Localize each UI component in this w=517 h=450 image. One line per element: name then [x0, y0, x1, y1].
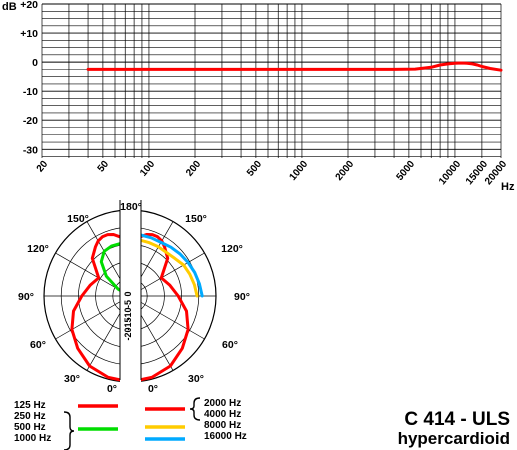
polar-series-line — [99, 242, 129, 296]
polar-pattern-name: hypercardioid — [398, 429, 510, 448]
polar-angle-label: 120° — [27, 243, 49, 255]
fr-y-tick-label: +10 — [20, 28, 38, 40]
fr-y-axis-label: dB — [2, 1, 17, 13]
polar-series-line — [70, 233, 132, 384]
polar-angle-label: 90° — [18, 291, 34, 303]
legend-right-label: 16000 Hz — [204, 431, 247, 442]
legend-left-label: 250 Hz — [14, 411, 46, 422]
legend-right-label: 2000 Hz — [204, 398, 241, 409]
fr-x-tick-label: 100 — [138, 159, 157, 179]
fr-grid — [41, 3, 502, 158]
polar-center-gap — [120, 200, 141, 390]
frequency-response-chart: +20 +10 0 -10 -20 -30 20 50 100 200 500 1000 2000 50… — [2, 0, 515, 193]
fr-y-tick-labels: +20 +10 0 -10 -20 -30 — [20, 0, 38, 156]
polar-angle-label: 60° — [222, 339, 238, 351]
fr-x-tick-label: 20 — [35, 159, 51, 175]
polar-series-group — [70, 232, 204, 384]
polar-radial-label: -20 — [123, 327, 133, 340]
legend-left-label: 500 Hz — [14, 422, 46, 433]
legend-right-brace — [189, 397, 201, 421]
polar-series-line — [133, 238, 199, 298]
polar-radial-label: -5 — [123, 300, 133, 308]
polar-angle-label: 90° — [234, 291, 250, 303]
polar-spoke — [129, 252, 205, 297]
fr-x-tick-label: 500 — [245, 159, 264, 179]
fr-x-tick-label: 50 — [96, 159, 112, 175]
legend-left-label: 1000 Hz — [14, 433, 51, 444]
polar-angle-label: 180° — [120, 201, 142, 213]
polar-series-line — [133, 232, 204, 298]
polar-angle-label: 120° — [221, 243, 243, 255]
fr-series-line — [86, 61, 503, 72]
fr-x-tick-label: 5000 — [394, 159, 417, 183]
fr-y-tick-label: 0 — [32, 57, 38, 69]
legend-right-label: 8000 Hz — [204, 420, 241, 431]
fr-y-tick-label: -30 — [23, 144, 38, 156]
polar-spoke — [129, 295, 205, 340]
polar-radial-label: -10 — [123, 307, 133, 320]
fr-y-tick-label: -20 — [23, 115, 38, 127]
polar-angle-label: 0° — [107, 383, 117, 395]
fr-series-group — [86, 61, 503, 72]
polar-angle-label: 30° — [64, 373, 80, 385]
polar-angle-label: 30° — [188, 373, 204, 385]
polar-angle-label: 150° — [67, 213, 89, 225]
legend-left-label: 125 Hz — [14, 400, 46, 411]
polar-pattern-chart: 0 -5-10-15-20 180° 150° 120° 90° 60° 30° 0° 150°… — [18, 200, 250, 395]
polar-radial-label: 0 — [123, 291, 133, 296]
polar-angle-labels: 180° 150° 120° 90° 60° 30° 0° 150° 120° 90° 60° 30°… — [18, 201, 250, 395]
fr-x-tick-label: 10000 — [437, 159, 464, 188]
model-name: C 414 - ULS — [404, 409, 510, 430]
polar-series-line — [128, 233, 190, 384]
polar-spoke — [55, 295, 131, 340]
fr-y-tick-label: -10 — [23, 86, 38, 98]
legend-left-brace — [63, 411, 75, 450]
fr-x-tick-label: 1000 — [288, 159, 311, 183]
polar-radial-label: -15 — [123, 317, 133, 330]
fr-x-axis-label: Hz — [501, 181, 515, 193]
fr-y-tick-label: +20 — [20, 0, 38, 11]
polar-angle-label: 150° — [185, 213, 207, 225]
polar-angle-label: 60° — [30, 339, 46, 351]
fr-x-tick-label: 2000 — [334, 159, 357, 183]
polar-radial-labels: 0 -5-10-15-20 — [123, 291, 133, 340]
legend-right-label: 4000 Hz — [204, 409, 241, 420]
fr-x-tick-label: 200 — [184, 159, 203, 179]
polar-angle-label: 0° — [148, 383, 158, 395]
